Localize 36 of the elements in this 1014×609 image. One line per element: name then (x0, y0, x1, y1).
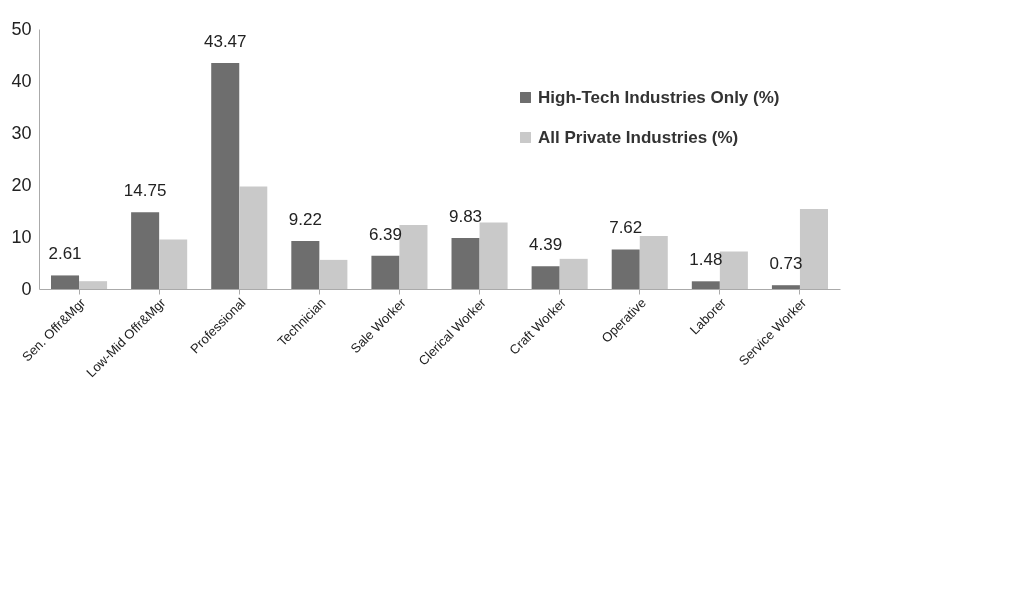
y-tick-label: 30 (11, 122, 32, 143)
legend-label: All Private Industries (%) (538, 127, 739, 147)
bar (79, 281, 108, 289)
data-label: 9.83 (448, 206, 483, 226)
bar (451, 237, 480, 289)
bar (319, 259, 348, 289)
data-label: 43.47 (203, 31, 247, 51)
y-tick-label: 10 (11, 226, 32, 247)
bar (771, 285, 800, 289)
y-tick-label: 50 (11, 18, 32, 39)
bar (611, 249, 640, 289)
bar (559, 258, 588, 289)
data-label: 6.39 (368, 224, 402, 244)
data-label: 14.75 (123, 181, 167, 201)
bar (239, 186, 268, 289)
bar (399, 225, 428, 289)
data-label: 9.22 (288, 210, 322, 230)
bar (371, 255, 400, 289)
bar (131, 212, 160, 289)
bar (211, 62, 240, 289)
data-label: 4.39 (529, 235, 563, 255)
bar (159, 239, 188, 289)
data-label: 0.73 (769, 254, 803, 274)
bar (691, 281, 720, 289)
y-tick-label: 0 (21, 278, 32, 299)
y-tick-label: 20 (11, 174, 32, 195)
data-label: 7.62 (609, 218, 643, 238)
bar (531, 266, 560, 289)
legend-label: High-Tech Industries Only (%) (538, 87, 780, 107)
data-label: 1.48 (689, 250, 723, 270)
bar (51, 275, 80, 289)
y-tick-label: 40 (11, 70, 32, 91)
bar (291, 241, 320, 289)
bar (479, 222, 508, 289)
data-label: 2.61 (48, 244, 82, 264)
bar (639, 235, 668, 289)
